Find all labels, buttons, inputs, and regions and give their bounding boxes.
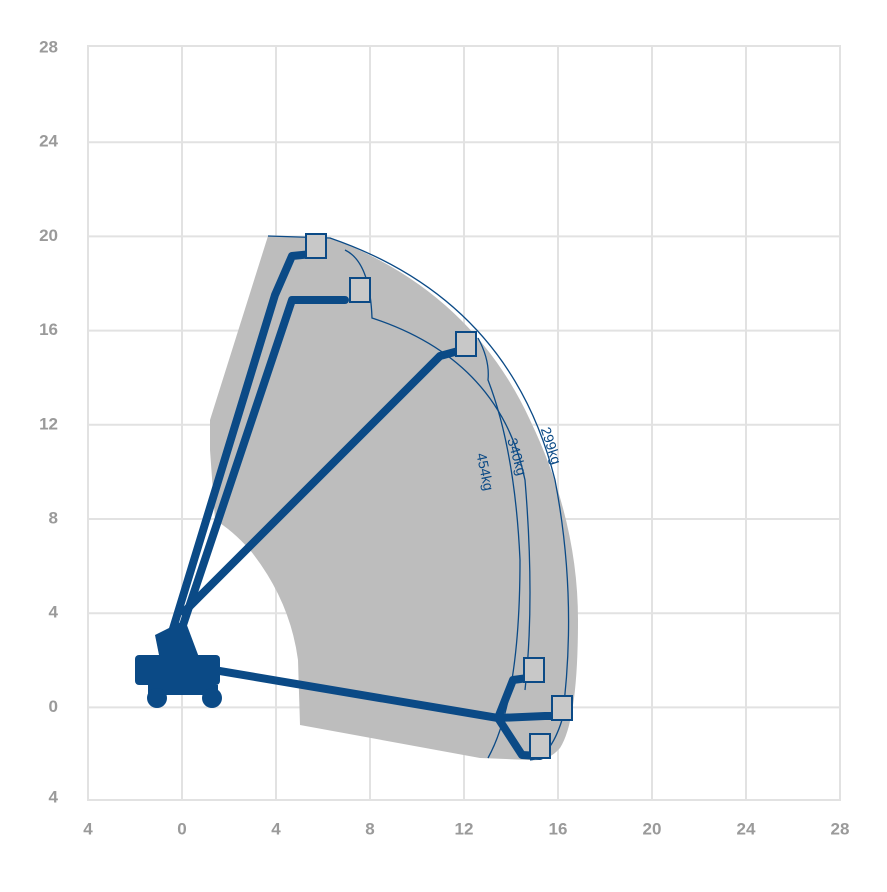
boom-low-level (494, 712, 562, 722)
wheel (202, 688, 222, 708)
boom-outreach (180, 346, 466, 616)
machine-body (135, 655, 220, 685)
platform (349, 277, 371, 303)
platform (551, 695, 573, 721)
x-tick-label: 12 (455, 819, 474, 838)
y-tick-label: 8 (49, 508, 58, 527)
y-tick-label: 4 (49, 787, 59, 806)
x-tick-label: 20 (643, 819, 662, 838)
chassis (148, 685, 218, 695)
x-tick-label: 8 (365, 819, 374, 838)
arc-299kg (267, 235, 570, 761)
y-tick-label: 12 (39, 414, 58, 433)
boom-low-up (186, 662, 532, 722)
working-envelope (210, 236, 578, 761)
y-tick-label: 24 (39, 132, 58, 151)
x-tick-label: 28 (831, 819, 850, 838)
y-tick-label: 0 (49, 697, 58, 716)
x-tick-label: 4 (271, 819, 281, 838)
platform (305, 233, 327, 259)
x-tick-label: 16 (549, 819, 568, 838)
platform (455, 331, 477, 357)
x-tick-label: 24 (737, 819, 756, 838)
boom-max-height (168, 250, 316, 636)
turret (155, 620, 200, 660)
y-tick-label: 28 (39, 37, 58, 56)
x-tick-label: 0 (177, 819, 186, 838)
platform (523, 657, 545, 683)
y-tick-label: 4 (49, 603, 59, 622)
boom-upper (174, 296, 349, 644)
plot-frame (87, 45, 841, 801)
platform (529, 733, 551, 759)
y-tick-label: 20 (39, 226, 58, 245)
load-label: 454kg (473, 451, 497, 492)
x-tick-label: 4 (83, 819, 93, 838)
y-tick-label: 16 (39, 320, 58, 339)
wheel (147, 688, 167, 708)
